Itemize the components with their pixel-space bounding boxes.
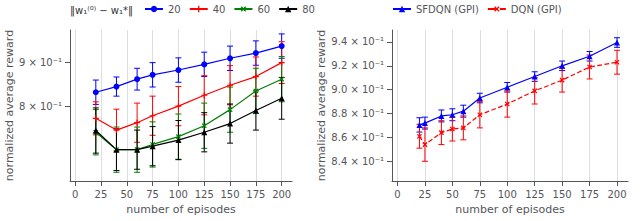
svg-text:50: 50 <box>446 189 459 200</box>
svg-text:150: 150 <box>220 189 239 200</box>
svg-text:40: 40 <box>213 4 226 15</box>
svg-text:60: 60 <box>257 4 270 15</box>
svg-text:150: 150 <box>553 189 572 200</box>
svg-text:8.8 × 10⁻¹: 8.8 × 10⁻¹ <box>331 108 384 119</box>
svg-text:8.4 × 10⁻¹: 8.4 × 10⁻¹ <box>331 156 384 167</box>
svg-text:‖w₁⁽⁰⁾ − w₁*‖: ‖w₁⁽⁰⁾ − w₁*‖ <box>70 5 133 17</box>
svg-text:9.4 × 10⁻¹: 9.4 × 10⁻¹ <box>331 36 384 47</box>
svg-text:20: 20 <box>168 4 181 15</box>
svg-text:200: 200 <box>272 189 291 200</box>
svg-text:9.2 × 10⁻¹: 9.2 × 10⁻¹ <box>331 60 384 71</box>
svg-text:SFDQN (GPI): SFDQN (GPI) <box>416 4 479 15</box>
svg-text:50: 50 <box>120 189 133 200</box>
svg-text:8.6 × 10⁻¹: 8.6 × 10⁻¹ <box>331 132 384 143</box>
svg-text:125: 125 <box>195 189 214 200</box>
svg-text:8 × 10⁻¹: 8 × 10⁻¹ <box>19 101 62 112</box>
svg-text:25: 25 <box>419 189 432 200</box>
svg-text:normalized average reward: normalized average reward <box>3 30 16 181</box>
svg-text:25: 25 <box>95 189 108 200</box>
svg-text:100: 100 <box>498 189 517 200</box>
svg-text:175: 175 <box>246 189 265 200</box>
svg-text:0: 0 <box>72 189 78 200</box>
svg-text:75: 75 <box>473 189 486 200</box>
svg-text:200: 200 <box>607 189 626 200</box>
svg-text:75: 75 <box>146 189 159 200</box>
svg-text:175: 175 <box>580 189 599 200</box>
svg-text:9.0 × 10⁻¹: 9.0 × 10⁻¹ <box>331 84 384 95</box>
svg-text:DQN (GPI): DQN (GPI) <box>511 4 562 15</box>
svg-text:125: 125 <box>525 189 544 200</box>
svg-text:0: 0 <box>394 189 400 200</box>
svg-text:9 × 10⁻¹: 9 × 10⁻¹ <box>19 57 62 68</box>
svg-text:80: 80 <box>302 4 315 15</box>
svg-text:number of episodes: number of episodes <box>126 203 236 216</box>
svg-text:number of episodes: number of episodes <box>455 203 565 216</box>
svg-text:normalized average reward: normalized average reward <box>315 30 328 181</box>
svg-text:100: 100 <box>169 189 188 200</box>
